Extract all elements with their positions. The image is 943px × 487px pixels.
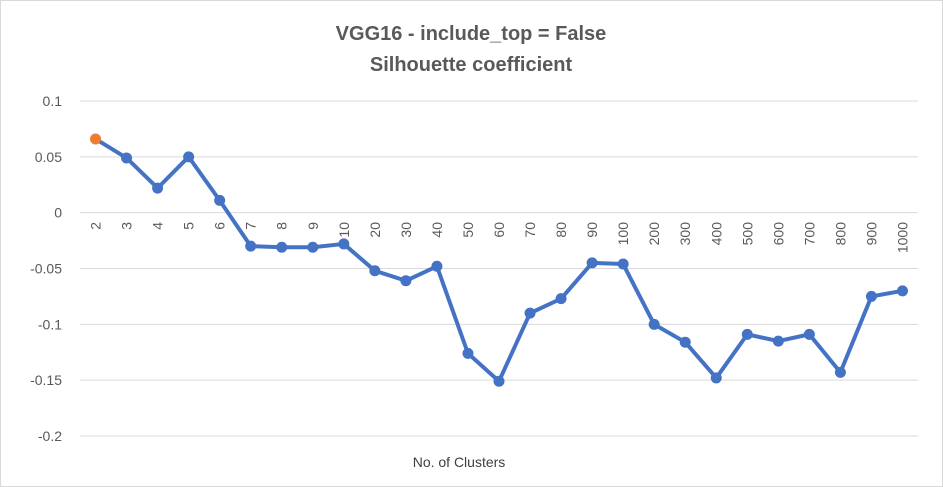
x-tick-label: 900 <box>863 222 879 246</box>
x-tick-label: 50 <box>460 222 476 238</box>
data-point <box>245 240 257 252</box>
y-tick-label: -0.05 <box>30 261 62 277</box>
x-tick-label: 400 <box>708 222 724 246</box>
x-tick-label: 800 <box>832 222 848 246</box>
data-point <box>276 241 288 253</box>
x-tick-label: 70 <box>522 222 538 238</box>
data-point <box>462 347 474 359</box>
x-tick-label: 3 <box>119 222 135 230</box>
x-tick-label: 60 <box>491 222 507 238</box>
y-tick-label: 0.1 <box>43 93 63 109</box>
series-line-group <box>90 133 908 387</box>
data-point <box>834 366 846 378</box>
x-tick-label: 7 <box>243 222 259 230</box>
data-point <box>369 265 381 277</box>
x-tick-label: 9 <box>305 222 321 230</box>
data-point <box>121 152 133 164</box>
x-tick-label: 40 <box>429 222 445 238</box>
x-tick-label: 30 <box>398 222 414 238</box>
y-axis-ticks: 0.1 0.05 0 -0.05 -0.1 -0.15 -0.2 <box>30 93 62 444</box>
data-point <box>803 328 815 340</box>
x-tick-label: 2 <box>88 222 104 230</box>
x-tick-label: 4 <box>150 222 166 230</box>
chart-title: VGG16 - include_top = False <box>336 23 607 45</box>
data-point <box>90 133 102 145</box>
x-tick-label: 500 <box>739 222 755 246</box>
x-tick-label: 700 <box>801 222 817 246</box>
data-point <box>648 318 660 330</box>
data-point <box>772 335 784 347</box>
x-tick-label: 8 <box>274 222 290 230</box>
data-point <box>896 285 908 297</box>
x-tick-label: 80 <box>553 222 569 238</box>
data-point <box>152 182 164 194</box>
data-point <box>741 328 753 340</box>
y-tick-label: -0.2 <box>38 428 62 444</box>
x-tick-label: 10 <box>336 222 352 238</box>
x-tick-label: 5 <box>181 222 197 230</box>
data-point <box>214 194 226 206</box>
data-point <box>524 307 536 319</box>
data-point <box>493 375 505 387</box>
data-point <box>586 257 598 269</box>
x-tick-label: 100 <box>615 222 631 246</box>
data-point <box>307 241 319 253</box>
x-tick-label: 200 <box>646 222 662 246</box>
x-tick-label: 90 <box>584 222 600 238</box>
x-axis-ticks: 2 3 4 5 6 7 8 9 10 20 30 40 50 60 70 80 90 100 200 300 400 50… <box>88 222 911 253</box>
data-point <box>617 258 629 270</box>
data-point <box>400 275 412 287</box>
data-point <box>338 238 350 250</box>
x-tick-label: 20 <box>367 222 383 238</box>
data-point <box>679 336 691 348</box>
chart-subtitle: Silhouette coefficient <box>370 54 573 76</box>
x-tick-label: 6 <box>212 222 228 230</box>
y-tick-label: -0.1 <box>38 316 62 332</box>
data-point <box>183 151 195 163</box>
x-axis-label: No. of Clusters <box>413 454 506 470</box>
x-tick-label: 300 <box>677 222 693 246</box>
data-point <box>431 260 443 272</box>
data-point <box>865 290 877 302</box>
x-tick-label: 600 <box>770 222 786 246</box>
y-tick-label: -0.15 <box>30 372 62 388</box>
data-point <box>555 293 567 305</box>
y-tick-label: 0.05 <box>35 149 62 165</box>
x-tick-label: 1000 <box>894 222 910 253</box>
y-tick-label: 0 <box>54 205 62 221</box>
data-point <box>710 372 722 384</box>
